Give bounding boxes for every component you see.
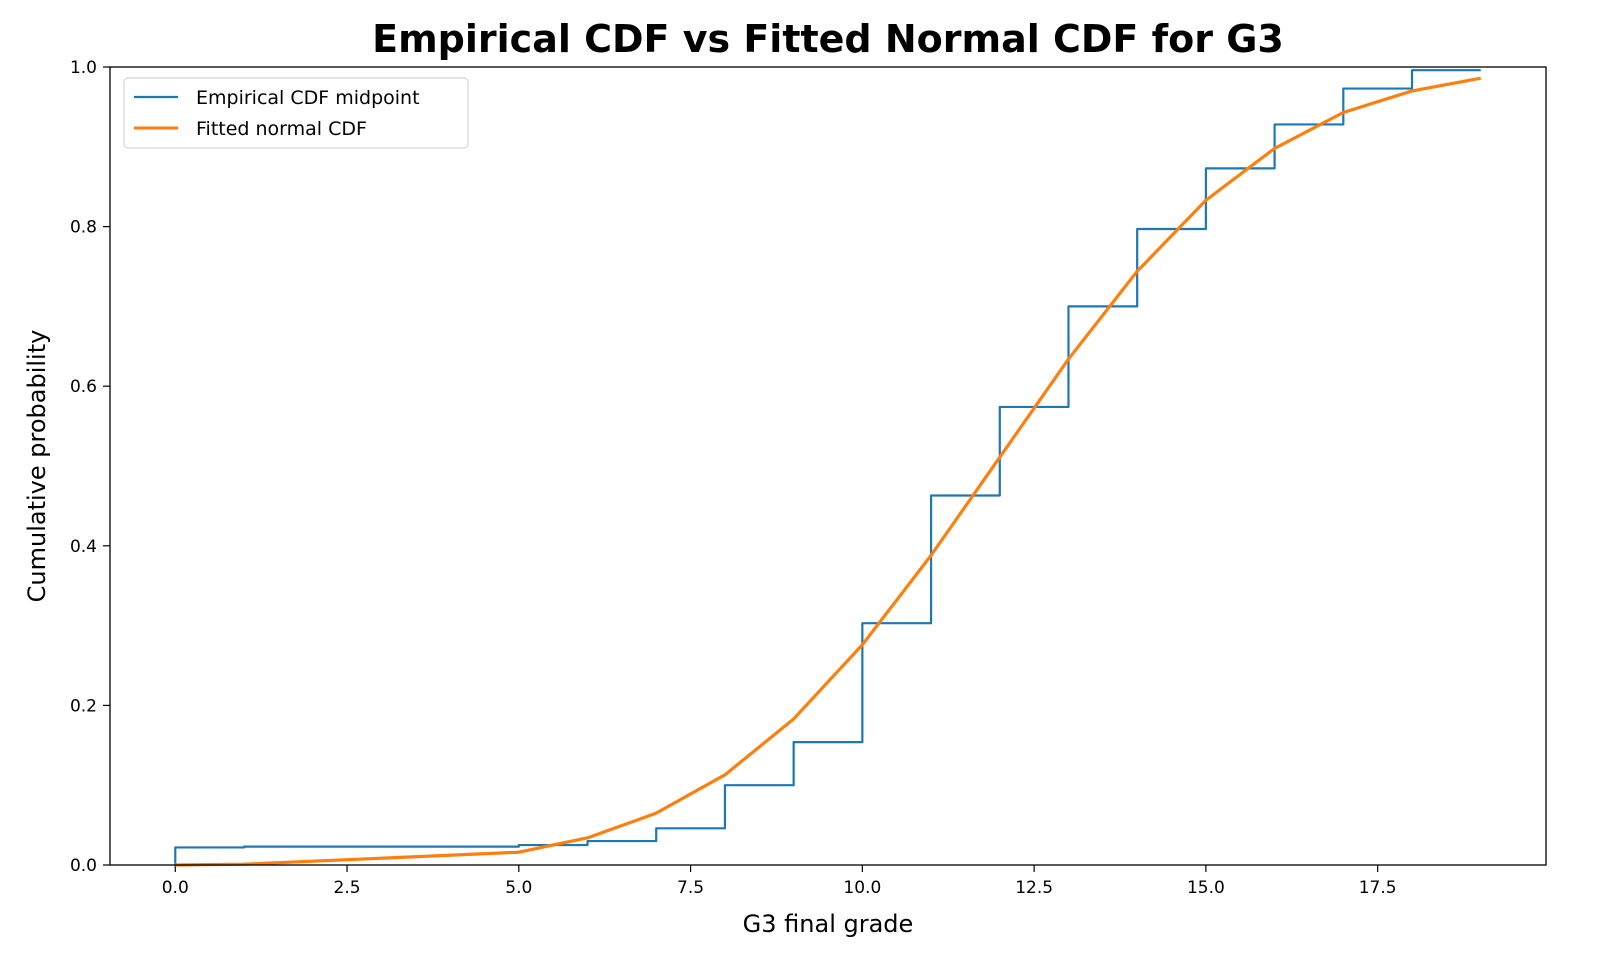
x-tick-label: 15.0: [1187, 878, 1225, 898]
plot-frame: [109, 66, 1547, 866]
y-axis-ticks: 0.0 0.2 0.4 0.6 0.8 1.0: [70, 58, 110, 876]
x-tick-label: 5.0: [505, 878, 532, 898]
series-layer: [174, 69, 1482, 867]
y-tick-label: 1.0: [70, 58, 97, 78]
x-tick-label: 12.5: [1015, 878, 1053, 898]
x-tick-label: 10.0: [843, 878, 881, 898]
y-tick-label: 0.6: [70, 377, 97, 397]
legend-label-fitted: Fitted normal CDF: [196, 118, 367, 140]
y-axis-label: Cumulative probability: [23, 330, 51, 603]
x-axis-ticks: 0.0 2.5 5.0 7.5 10.0 12.5 15.0 17.5: [162, 865, 1397, 898]
legend-box: [123, 77, 469, 149]
x-tick-label: 7.5: [677, 878, 704, 898]
series-line-empirical-cdf: [174, 69, 1481, 865]
legend-label-empirical: Empirical CDF midpoint: [196, 87, 420, 109]
x-tick-label: 17.5: [1359, 878, 1397, 898]
legend: Empirical CDF midpoint Fitted normal CDF: [123, 77, 469, 149]
y-tick-label: 0.2: [70, 696, 97, 716]
y-tick-label: 0.0: [70, 856, 97, 876]
chart-title: Empirical CDF vs Fitted Normal CDF for G…: [372, 17, 1284, 61]
x-tick-label: 0.0: [162, 878, 189, 898]
y-tick-label: 0.4: [70, 537, 97, 557]
x-axis-label: G3 final grade: [743, 910, 914, 938]
series-line-fitted-normal-cdf: [175, 76, 1482, 867]
y-tick-label: 0.8: [70, 218, 97, 238]
x-tick-label: 2.5: [334, 878, 361, 898]
